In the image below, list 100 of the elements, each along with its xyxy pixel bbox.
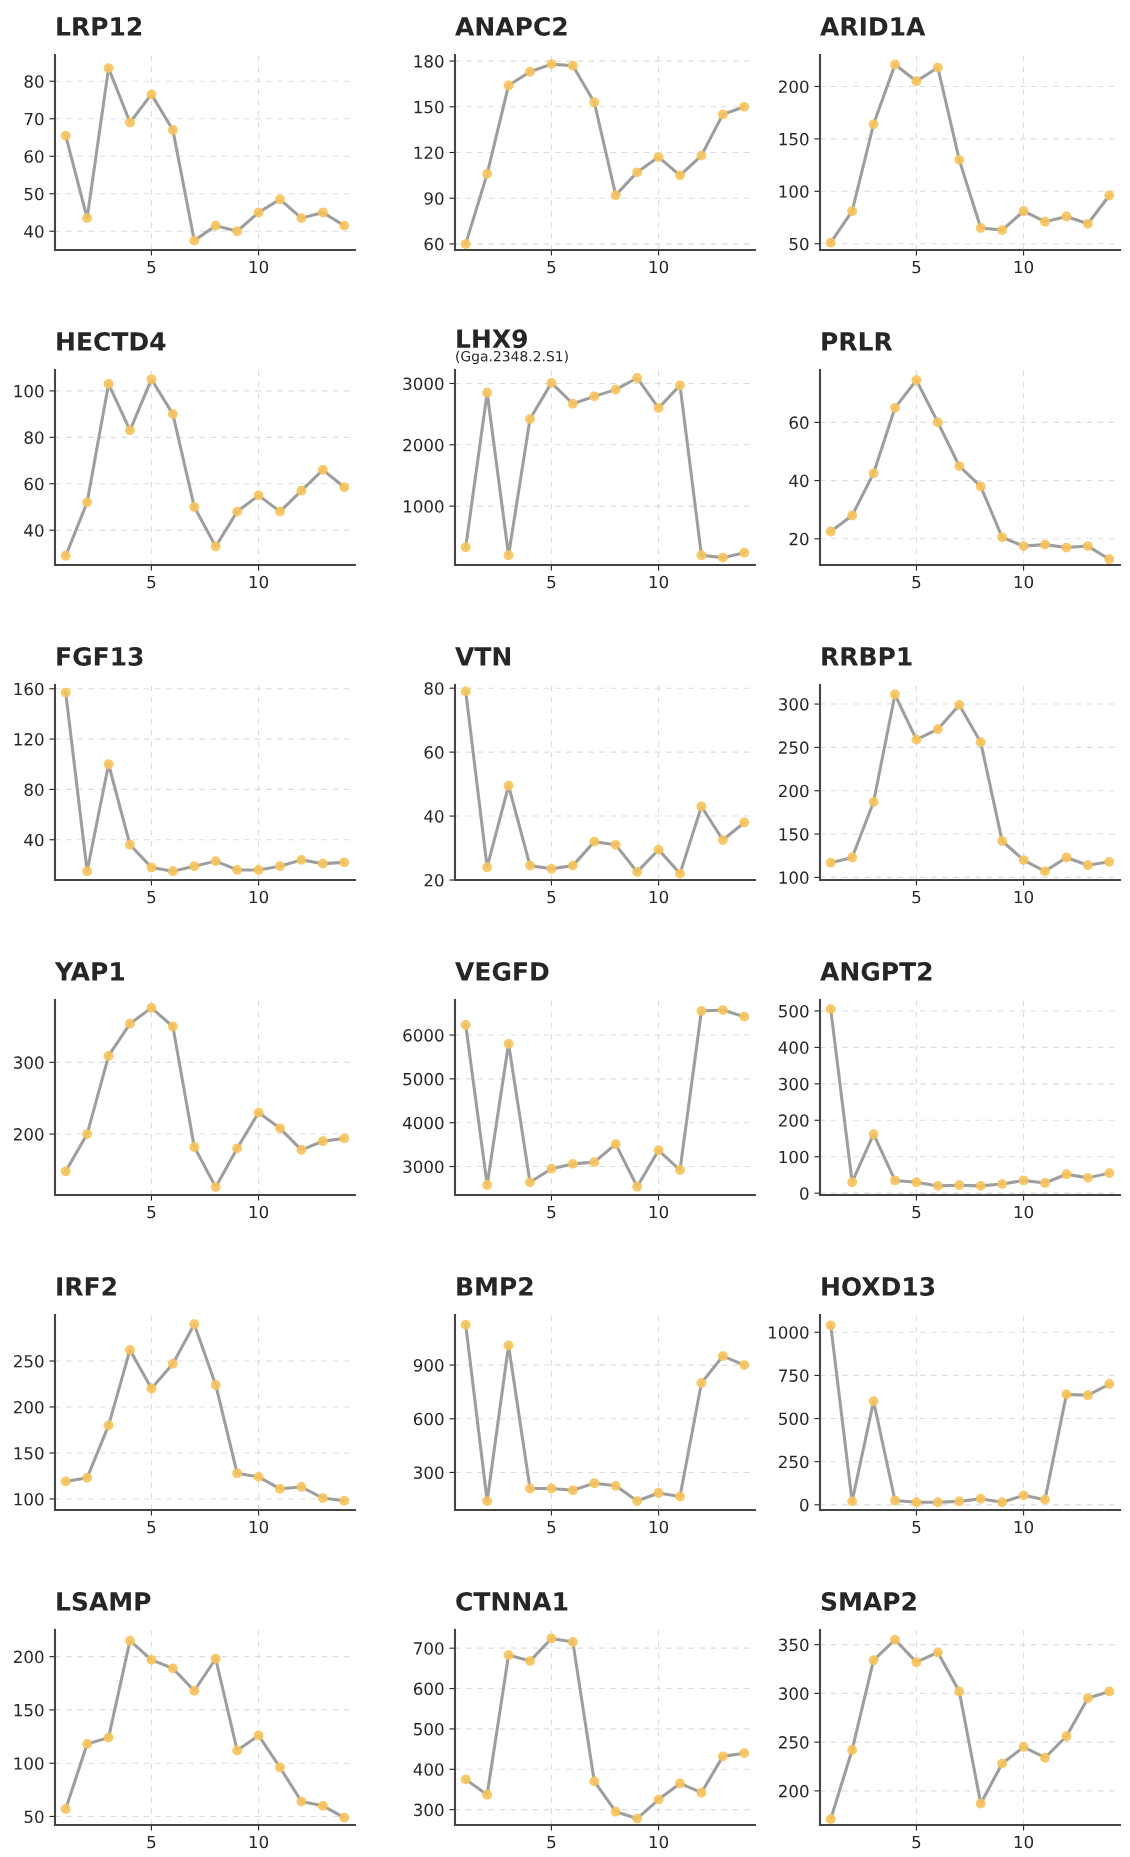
- point: [717, 1751, 728, 1762]
- point: [1018, 1742, 1029, 1752]
- point: [103, 1051, 114, 1061]
- point: [460, 239, 471, 249]
- x-tick-label: 10: [1014, 575, 1034, 589]
- point: [1104, 1686, 1115, 1697]
- x-tick-label: 5: [912, 890, 921, 904]
- point: [739, 1011, 750, 1022]
- chart-title: HOXD13: [822, 1277, 935, 1296]
- point: [675, 170, 685, 181]
- point: [482, 168, 493, 179]
- point: [717, 1351, 728, 1362]
- y-tick-label: 60: [789, 416, 809, 429]
- y-tick-label: 70: [24, 112, 44, 126]
- y-tick-label: 80: [24, 783, 44, 796]
- point: [232, 865, 243, 875]
- y-tick-label: 300: [14, 1056, 44, 1069]
- y-tick-label: 300: [779, 698, 809, 711]
- point: [232, 1745, 243, 1756]
- x-tick-label: 5: [912, 1205, 921, 1219]
- y-tick-label: 50: [24, 1810, 44, 1824]
- point: [1061, 1731, 1072, 1742]
- point: [847, 206, 858, 217]
- point: [503, 1650, 514, 1660]
- point: [997, 1758, 1008, 1769]
- y-tick-label: 750: [779, 1369, 809, 1382]
- point: [503, 1038, 514, 1049]
- x-tick-label: 10: [249, 575, 269, 589]
- chart-title: BMP2: [457, 1277, 533, 1296]
- y-tick-label: 80: [24, 75, 44, 88]
- y-tick-label: 500: [779, 1412, 809, 1426]
- y-tick-label: 0: [800, 1498, 809, 1512]
- point: [1040, 1494, 1050, 1505]
- y-tick-label: 150: [414, 100, 444, 114]
- x-tick-label: 5: [547, 1205, 556, 1219]
- x-tick-label: 5: [147, 260, 156, 274]
- point: [696, 1006, 707, 1016]
- point: [632, 1813, 643, 1824]
- point: [1018, 1490, 1029, 1501]
- point: [296, 1482, 307, 1492]
- y-tick-label: 4000: [402, 1116, 444, 1130]
- point: [167, 866, 178, 877]
- chart-title: ANGPT2: [820, 962, 932, 981]
- point: [1061, 1169, 1072, 1180]
- x-tick-label: 5: [547, 1835, 556, 1849]
- point: [275, 1483, 285, 1494]
- point: [525, 414, 535, 424]
- y-tick-label: 200: [778, 1114, 809, 1127]
- x-tick-label: 5: [912, 575, 921, 589]
- x-tick-label: 5: [912, 260, 921, 274]
- y-tick-label: 80: [424, 682, 444, 695]
- point: [189, 502, 200, 512]
- point: [146, 1654, 157, 1665]
- point: [460, 1020, 471, 1030]
- chart-title: VTN: [455, 647, 511, 666]
- point: [253, 207, 264, 218]
- point: [1104, 1379, 1115, 1389]
- point: [1082, 1693, 1093, 1704]
- point: [167, 1663, 178, 1674]
- x-tick-label: 5: [547, 260, 556, 274]
- point: [932, 1180, 943, 1191]
- point: [460, 542, 471, 553]
- y-tick-label: 600: [413, 1682, 444, 1696]
- point: [653, 1488, 664, 1498]
- point: [632, 1181, 643, 1192]
- point: [675, 380, 685, 391]
- point: [1061, 852, 1072, 863]
- y-tick-label: 1000: [769, 1326, 809, 1339]
- point: [739, 1748, 750, 1759]
- point: [317, 207, 328, 218]
- point: [125, 839, 135, 850]
- y-tick-label: 150: [14, 1446, 44, 1460]
- x-tick-label: 5: [912, 1835, 921, 1849]
- point: [1040, 1178, 1050, 1188]
- point: [1082, 860, 1093, 871]
- point: [589, 836, 600, 847]
- x-tick-label: 5: [147, 1835, 156, 1849]
- point: [189, 235, 200, 246]
- point: [253, 490, 264, 501]
- point: [1104, 1168, 1115, 1179]
- point: [232, 1143, 243, 1154]
- y-tick-label: 200: [778, 1784, 809, 1798]
- point: [482, 862, 493, 873]
- point: [825, 1814, 836, 1825]
- y-tick-label: 1000: [404, 500, 444, 513]
- point: [189, 1142, 200, 1152]
- point: [975, 737, 986, 748]
- point: [103, 759, 114, 770]
- y-tick-label: 120: [414, 146, 444, 160]
- point: [739, 101, 750, 112]
- point: [167, 409, 178, 420]
- point: [167, 1021, 178, 1032]
- point: [1040, 1752, 1050, 1763]
- y-tick-label: 40: [424, 810, 444, 823]
- point: [632, 373, 643, 383]
- y-tick-label: 100: [779, 1150, 809, 1164]
- point: [253, 865, 264, 875]
- point: [482, 387, 493, 398]
- chart-title: RRBP1: [822, 647, 912, 666]
- chart-title: FGF13: [57, 647, 143, 666]
